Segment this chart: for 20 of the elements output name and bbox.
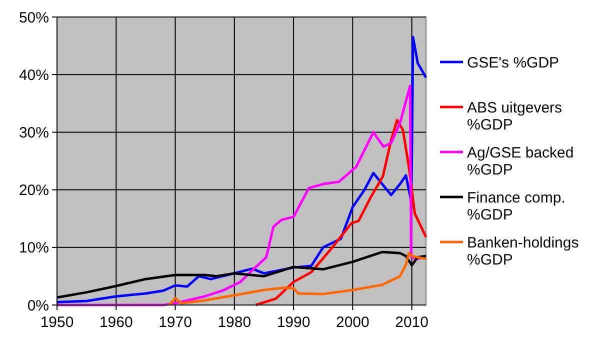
x-tick-label: 1960	[99, 314, 133, 331]
y-tick-label: 40%	[18, 66, 49, 84]
x-tick-label: 1980	[218, 314, 252, 331]
line-series	[254, 118, 428, 306]
x-tick-label: 2000	[336, 314, 370, 331]
legend-label: GSE's %GDP	[467, 54, 560, 72]
legend-label: Finance comp. %GDP	[467, 189, 566, 224]
y-tick-label: 30%	[18, 124, 49, 142]
y-tick-label: 10%	[18, 240, 49, 257]
legend-label: ABS uitgevers %GDP	[467, 99, 562, 134]
x-tick-label: 1970	[158, 314, 192, 331]
y-tick-label: 20%	[18, 182, 49, 200]
x-tick-label: 1950	[40, 314, 74, 331]
x-tick-label: 1990	[276, 314, 310, 331]
legend-label: Ag/GSE backed %GDP	[467, 144, 574, 178]
y-tick-label: 0%	[27, 297, 49, 314]
x-tick-label: 2010	[395, 314, 428, 331]
y-tick-label: 50%	[18, 9, 49, 26]
legend-label: Banken-holdings %GDP	[467, 234, 579, 268]
line-series	[168, 252, 428, 306]
